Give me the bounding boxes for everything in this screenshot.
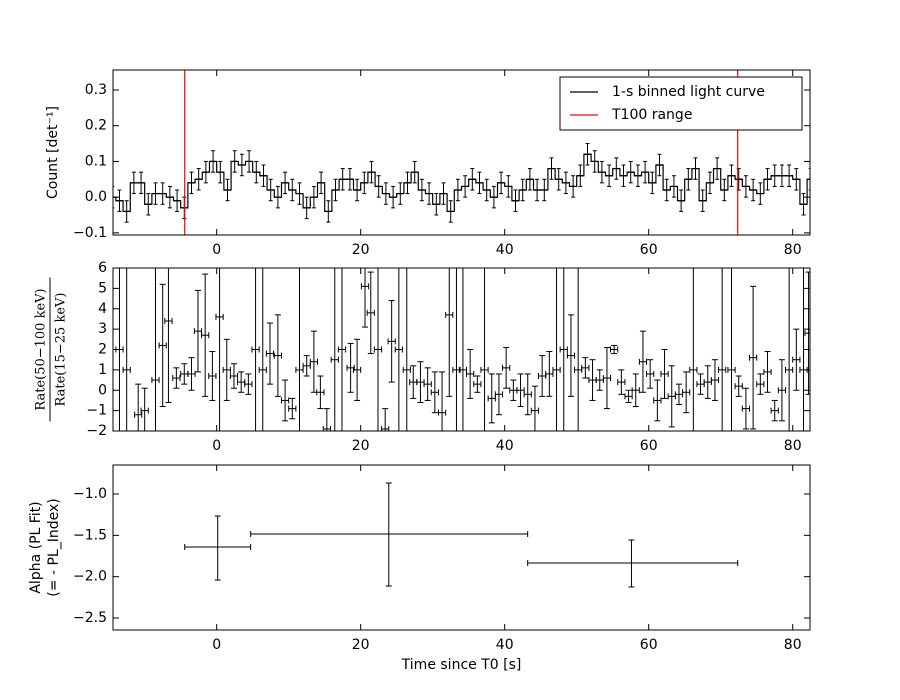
y-tick-label: −2.5 xyxy=(73,610,107,626)
plot-area xyxy=(184,482,739,588)
y-tick-label: 0.1 xyxy=(85,153,107,169)
step-outline xyxy=(113,153,810,213)
y-label-denominator: Rate(15−25 keV) xyxy=(54,293,69,407)
x-tick-label: 60 xyxy=(640,637,658,653)
x-tick-label: 40 xyxy=(496,438,514,454)
y-tick-label: 3 xyxy=(98,321,107,337)
y-tick-label: 0.0 xyxy=(85,189,107,205)
x-tick-label: 0 xyxy=(212,438,221,454)
y-tick-label: 2 xyxy=(98,342,107,358)
y-axis-label: Alpha (PL Fit) xyxy=(28,501,44,593)
y-label-numerator: Rate(50−100 keV) xyxy=(34,288,49,410)
legend-box xyxy=(559,76,803,131)
x-axis-label: Time since T0 [s] xyxy=(401,657,522,673)
y-tick-label: 1 xyxy=(98,362,107,378)
y-tick-label: 0.2 xyxy=(85,118,107,134)
y-axis-label: Rate(50−100 keV) Rate(15−25 keV) xyxy=(34,277,69,422)
y-tick-label: −1 xyxy=(86,403,107,419)
y-tick-label: −1.0 xyxy=(73,486,107,502)
y-tick-label: −2 xyxy=(86,423,107,439)
plot-area xyxy=(115,268,810,431)
x-tick-label: 60 xyxy=(640,242,658,258)
x-tick-label: 20 xyxy=(352,242,370,258)
y-tick-label: −0.1 xyxy=(73,225,107,241)
y-tick-label: 5 xyxy=(98,280,107,296)
y-tick-label: −1.5 xyxy=(73,527,107,543)
y-tick-label: 4 xyxy=(98,301,107,317)
x-tick-label: 0 xyxy=(212,637,221,653)
y-tick-label: −2.0 xyxy=(73,569,107,585)
legend-label: 1-s binned light curve xyxy=(612,84,765,100)
x-tick-label: 80 xyxy=(784,438,802,454)
x-tick-label: 40 xyxy=(496,242,514,258)
x-tick-label: 60 xyxy=(640,438,658,454)
axes-frame xyxy=(112,267,811,432)
y-tick-label: 0 xyxy=(98,382,107,398)
y-tick-label: 0.3 xyxy=(85,82,107,98)
x-tick-label: 20 xyxy=(352,637,370,653)
plot-area xyxy=(113,70,810,235)
axes-frame xyxy=(112,464,811,631)
y-tick-label: 6 xyxy=(98,260,107,276)
legend-label: T100 range xyxy=(611,107,692,123)
x-tick-label: 80 xyxy=(784,637,802,653)
x-tick-label: 80 xyxy=(784,242,802,258)
x-tick-label: 40 xyxy=(496,637,514,653)
x-tick-label: 0 xyxy=(212,242,221,258)
y-axis-label: (= - PL_Index) xyxy=(46,498,62,596)
y-axis-label: Count [det⁻¹] xyxy=(45,106,61,199)
axes-frame xyxy=(112,69,811,236)
x-tick-label: 20 xyxy=(352,438,370,454)
